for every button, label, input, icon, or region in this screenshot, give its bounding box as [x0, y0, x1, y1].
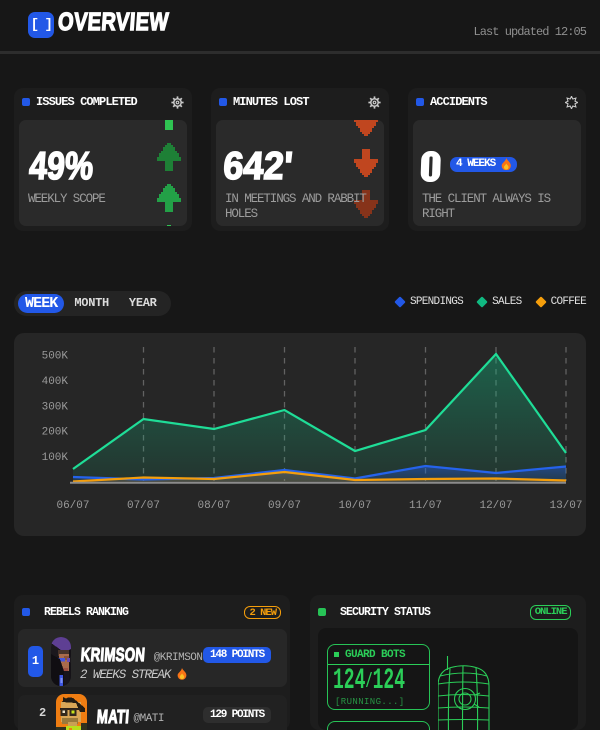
svg-text:300K: 300K [42, 401, 69, 413]
svg-text:13/07: 13/07 [549, 500, 582, 512]
svg-text:07/07: 07/07 [127, 500, 160, 512]
svg-text:400K: 400K [42, 376, 69, 388]
svg-text:12/07: 12/07 [479, 500, 512, 512]
svg-text:200K: 200K [42, 427, 69, 439]
svg-text:09/07: 09/07 [268, 500, 301, 512]
svg-text:10/07: 10/07 [338, 500, 371, 512]
svg-text:11/07: 11/07 [409, 500, 442, 512]
svg-text:06/07: 06/07 [56, 500, 89, 512]
svg-text:100K: 100K [42, 452, 69, 464]
svg-text:500K: 500K [42, 351, 69, 363]
svg-text:08/07: 08/07 [197, 500, 230, 512]
